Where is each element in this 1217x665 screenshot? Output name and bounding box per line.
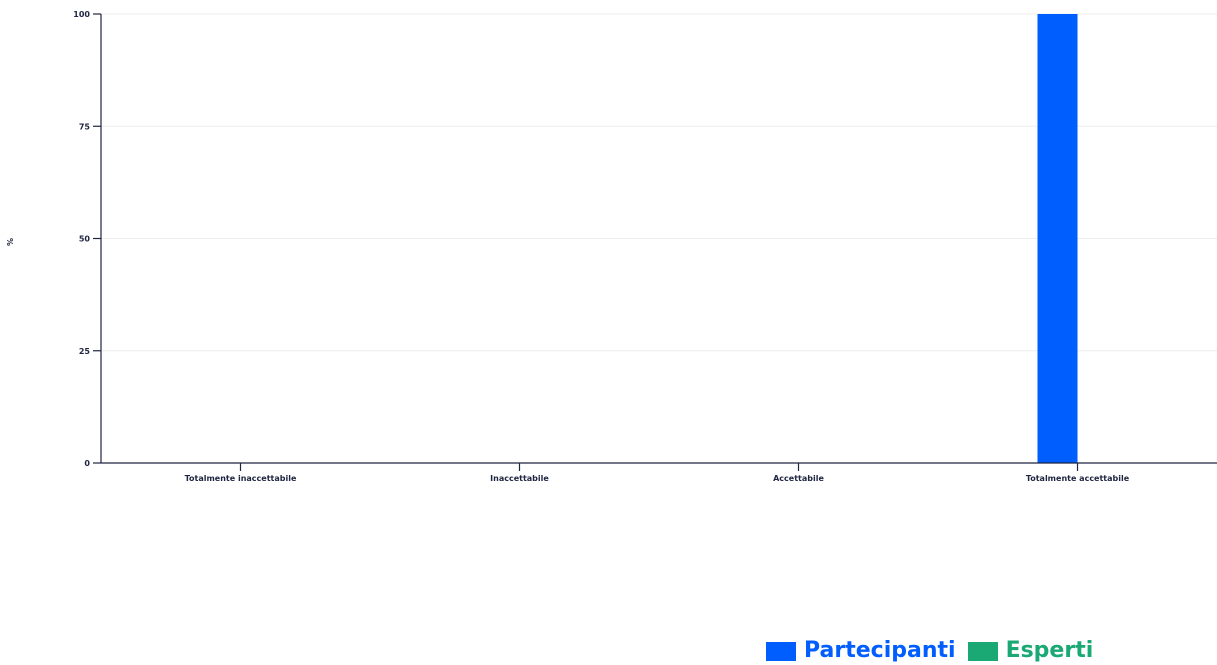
bar-partecipanti[interactable] <box>1037 14 1078 463</box>
y-tick-label: 75 <box>79 122 91 131</box>
x-ticks: Totalmente inaccettabile Inaccettabile Acc… <box>185 463 1130 483</box>
legend-label-esperti: Esperti <box>1005 638 1094 663</box>
y-ticks: 0 25 50 75 100 <box>73 10 101 468</box>
x-tick-label: Accettabile <box>773 474 824 483</box>
legend-swatch-partecipanti <box>766 641 796 661</box>
legend-label-partecipanti: Partecipanti <box>804 638 956 663</box>
legend-item-partecipanti[interactable]: Partecipanti <box>766 638 956 664</box>
gridlines <box>101 13 1217 352</box>
y-tick-label: 50 <box>79 235 91 244</box>
x-tick-label: Totalmente inaccettabile <box>185 474 297 483</box>
x-tick-label: Inaccettabile <box>490 474 549 483</box>
legend: Partecipanti Esperti <box>766 638 1093 664</box>
bars <box>1037 14 1078 463</box>
y-tick-label: 25 <box>79 347 91 356</box>
y-tick-label: 100 <box>73 10 90 19</box>
y-tick-label: 0 <box>84 459 90 468</box>
bar-chart: 0 25 50 75 100 Totalmente inaccettabile Inacc… <box>6 10 1217 483</box>
legend-item-esperti[interactable]: Esperti <box>967 638 1094 664</box>
x-tick-label: Totalmente accettabile <box>1026 474 1130 483</box>
y-axis-label: % <box>6 238 15 246</box>
legend-swatch-esperti <box>967 641 998 661</box>
